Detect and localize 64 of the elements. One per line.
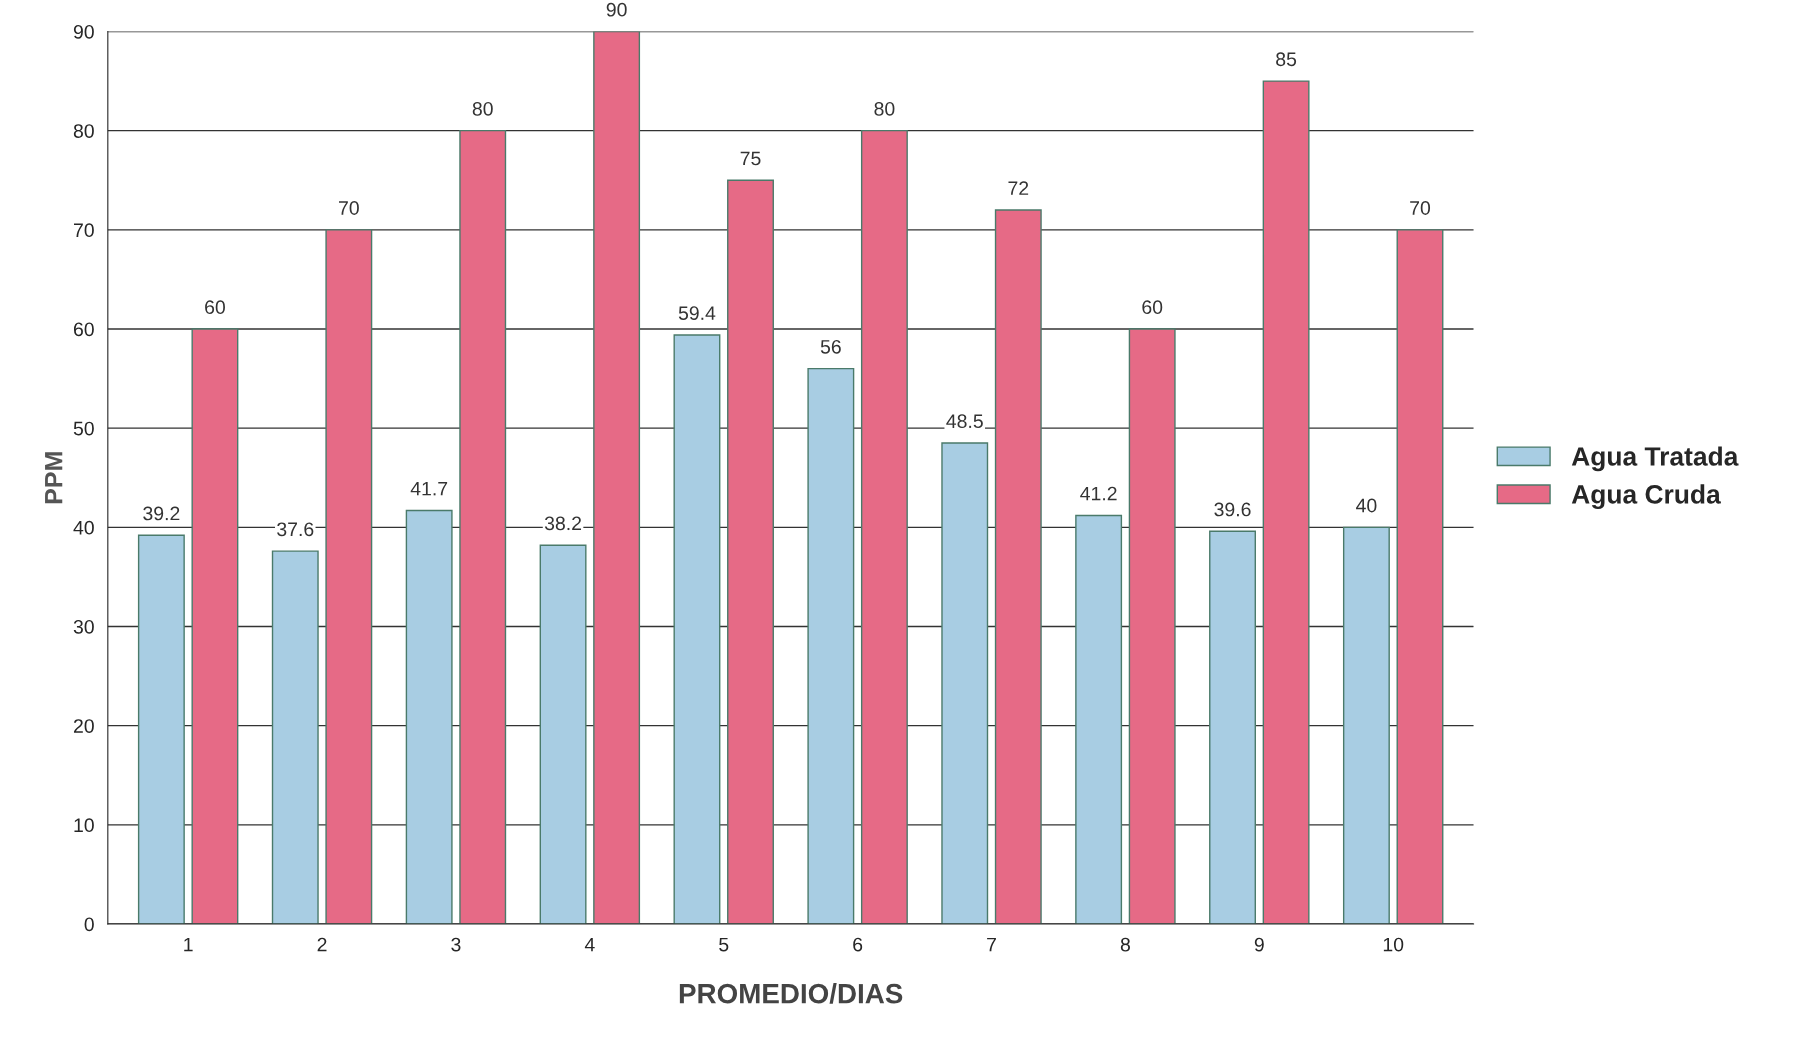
bar [807, 367, 855, 924]
y-tick-label: 90 [73, 24, 94, 39]
bar [1342, 526, 1390, 924]
legend-label: Agua Tratada [1571, 446, 1739, 472]
bar [1128, 328, 1176, 924]
data-label: 80 [472, 101, 493, 116]
bar [727, 179, 774, 924]
data-label: 39.2 [143, 506, 180, 521]
data-label: 38.2 [544, 516, 582, 531]
bar [325, 229, 373, 924]
data-label: 90 [606, 2, 627, 17]
bar [673, 334, 721, 924]
x-tick-label: 3 [451, 937, 461, 952]
bar [459, 129, 507, 924]
bar [994, 209, 1042, 924]
x-tick-label: 10 [1383, 937, 1404, 952]
data-label: 72 [1008, 181, 1029, 195]
data-label: 85 [1276, 52, 1297, 67]
legend-label: Agua Cruda [1571, 484, 1721, 510]
data-label: 41.7 [410, 481, 448, 496]
x-tick-label: 8 [1120, 937, 1130, 952]
bar [1262, 80, 1310, 924]
x-tick-label: 4 [584, 937, 595, 952]
data-label: 59.4 [678, 306, 716, 320]
bar [860, 129, 908, 924]
data-label: 37.6 [277, 522, 314, 537]
x-tick-label: 1 [184, 937, 193, 952]
x-tick-label: 7 [987, 937, 996, 952]
data-label: 39.6 [1214, 502, 1251, 517]
x-tick-label: 5 [719, 937, 729, 952]
bar [593, 31, 641, 924]
data-label: 70 [339, 201, 359, 215]
bar [1075, 514, 1123, 924]
data-label: 60 [1142, 300, 1163, 315]
bar [137, 534, 185, 924]
y-tick-label: 70 [74, 223, 94, 238]
data-label: 48.5 [946, 414, 983, 429]
bar [405, 509, 453, 924]
bar [271, 550, 319, 924]
y-tick-label: 20 [73, 719, 94, 733]
x-tick-label: 6 [853, 937, 863, 952]
y-tick-label: 50 [73, 421, 94, 436]
bar [1396, 229, 1444, 924]
y-tick-label: 0 [84, 917, 94, 932]
data-label: 80 [874, 101, 895, 116]
data-label: 56 [820, 339, 841, 354]
data-label: 75 [740, 151, 761, 166]
bar [539, 544, 587, 924]
bar [941, 442, 989, 924]
data-label: 41.2 [1080, 486, 1117, 501]
y-tick-label: 10 [74, 818, 94, 833]
y-tick-label: 60 [73, 322, 94, 337]
y-tick-label: 80 [73, 124, 94, 138]
x-axis-title: PROMEDIO/DIAS [679, 983, 903, 1004]
y-tick-label: 40 [73, 520, 94, 535]
x-tick-label: 2 [317, 937, 327, 952]
y-tick-label: 30 [73, 619, 94, 634]
data-label: 40 [1356, 498, 1377, 513]
bar [1209, 530, 1256, 924]
x-tick-label: 9 [1254, 937, 1264, 952]
data-label: 70 [1410, 201, 1431, 215]
bar [191, 328, 239, 924]
data-label: 60 [205, 300, 225, 315]
y-axis-title: PPM [45, 452, 63, 504]
